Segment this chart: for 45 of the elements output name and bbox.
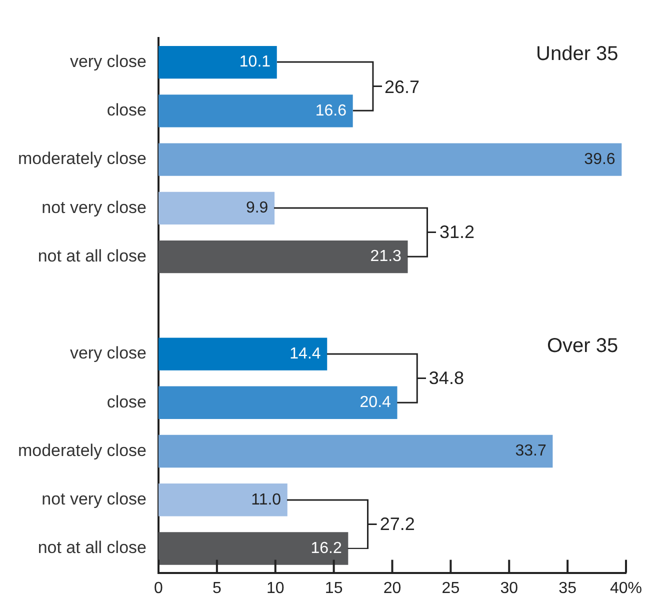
bar (158, 338, 328, 370)
y-tick-label: not very close (42, 198, 147, 217)
bar (158, 386, 398, 419)
data-label: 39.6 (584, 150, 616, 168)
x-tick-label: 30 (500, 580, 518, 597)
annotation: 31.2 (439, 222, 474, 242)
data-label: 21.3 (370, 248, 402, 266)
x-tick-label: 5 (212, 580, 222, 597)
bar (158, 192, 275, 224)
y-tick-label: close (106, 100, 147, 120)
bar (158, 46, 277, 79)
y-tick-label: very close (70, 344, 147, 363)
x-tick-label: 0 (154, 580, 164, 597)
y-tick-label: not at all close (38, 246, 147, 266)
y-tick-label: moderately close (18, 149, 147, 168)
y-tick-label: not at all close (38, 538, 147, 558)
x-tick-label: 15 (324, 580, 343, 597)
bar (158, 532, 348, 565)
bar (158, 484, 288, 516)
bar (158, 240, 408, 274)
annotation: 27.2 (380, 514, 415, 534)
y-tick-label: moderately close (18, 440, 147, 460)
y-tick-label: not very close (42, 490, 147, 509)
x-tick-label: 10 (266, 580, 284, 597)
x-tick-label: 35 (558, 580, 577, 597)
annotation: 34.8 (428, 368, 464, 388)
bar (158, 434, 553, 468)
data-label: 20.4 (360, 394, 392, 412)
data-label: 11.0 (251, 491, 282, 508)
bar (158, 143, 622, 176)
y-tick-label: close (106, 392, 147, 412)
data-label: 16.6 (315, 102, 347, 120)
data-label: 9.9 (246, 200, 268, 217)
annotation: Under 35 (536, 43, 618, 66)
data-label: 33.7 (515, 442, 546, 460)
annotation: Over 35 (547, 335, 618, 358)
bar (158, 94, 353, 128)
y-tick-label: very close (70, 52, 147, 71)
x-tick-label: 40% (610, 580, 642, 597)
x-tick-label: 20 (383, 580, 402, 597)
data-label: 14.4 (290, 345, 321, 362)
data-label: 10.1 (239, 54, 271, 71)
data-label: 16.2 (310, 540, 342, 557)
x-tick-label: 25 (442, 580, 460, 597)
annotation: 26.7 (384, 76, 420, 97)
